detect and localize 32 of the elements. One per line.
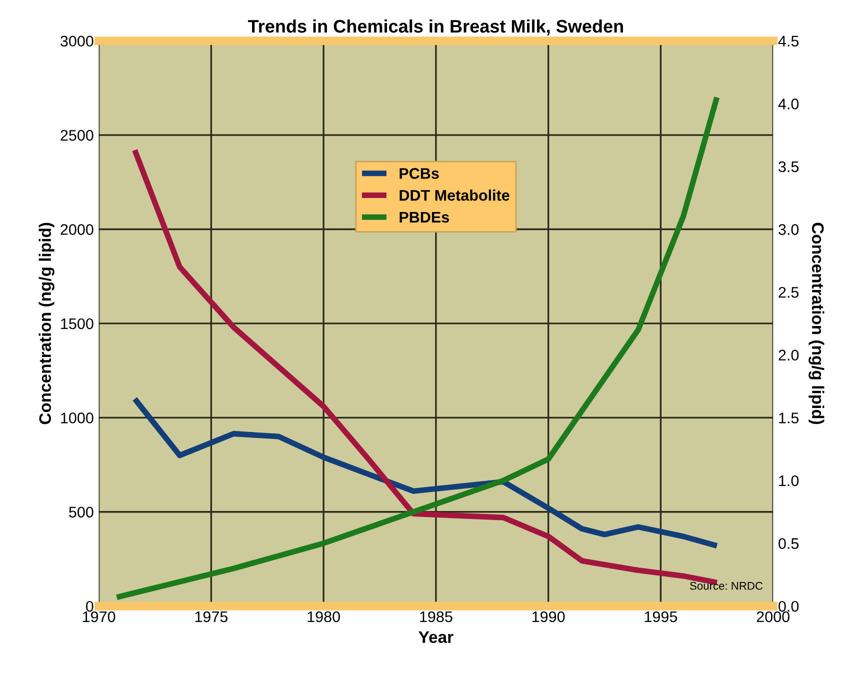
y2-tick-label: 2.5 — [778, 286, 799, 298]
legend-label: DDT Metabolite — [400, 190, 510, 201]
annotation: Source: NRDC — [690, 582, 763, 590]
y2-axis-title: Concentration (ng/g lipid) — [808, 222, 824, 424]
y-tick-label: 500 — [69, 506, 94, 518]
y-tick-label: 2500 — [60, 130, 94, 141]
y-tick-label: 1500 — [61, 318, 94, 330]
y2-tick-label: 1.5 — [779, 412, 799, 424]
y-tick-label: 0 — [86, 600, 94, 612]
y2-tick-label: 3.5 — [778, 161, 799, 172]
y-tick-label: 2000 — [60, 224, 94, 235]
x-tick-label: 1975 — [195, 611, 228, 622]
y2-tick-label: 3.0 — [778, 224, 799, 235]
legend-label: PCBs — [400, 168, 439, 179]
x-tick-label: 1980 — [308, 611, 340, 622]
y-tick-label: 1000 — [61, 412, 94, 424]
chart-title: Trends in Chemicals in Breast Milk, Sweden — [248, 19, 623, 36]
x-axis-title: Year — [418, 631, 454, 643]
x-tick-label: 1995 — [644, 611, 678, 622]
legend-label: PBDEs — [400, 212, 449, 223]
y2-tick-label: 1.0 — [779, 475, 799, 486]
x-tick-label: 1990 — [532, 611, 565, 622]
x-tick-label: 2000 — [756, 611, 790, 622]
y2-tick-label: 4.5 — [778, 36, 799, 47]
x-tick-label: 1970 — [82, 611, 116, 622]
y2-tick-label: 0.0 — [778, 600, 799, 612]
x-tick-label: 1985 — [420, 611, 452, 622]
y2-tick-label: 2.0 — [778, 350, 799, 361]
y-tick-label: 3000 — [60, 36, 94, 47]
y2-tick-label: 4.0 — [778, 98, 799, 110]
y2-tick-label: 0.5 — [778, 538, 799, 549]
y-axis-title: Concentration (ng/g lipid) — [38, 222, 54, 424]
